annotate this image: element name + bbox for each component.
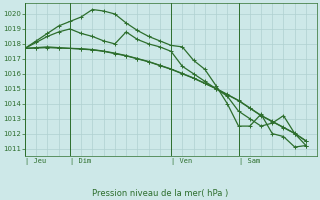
- Text: | Jeu: | Jeu: [25, 158, 46, 165]
- Text: Pression niveau de la mer( hPa ): Pression niveau de la mer( hPa ): [92, 189, 228, 198]
- Text: | Ven: | Ven: [171, 158, 192, 165]
- Text: | Sam: | Sam: [238, 158, 260, 165]
- Text: | Dim: | Dim: [70, 158, 91, 165]
